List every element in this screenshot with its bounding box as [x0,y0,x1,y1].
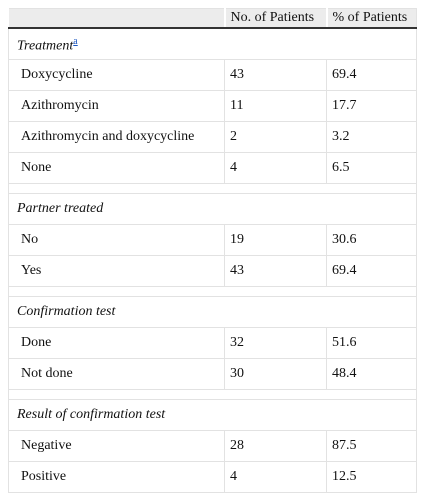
cell-value: 17.7 [326,90,417,122]
cell-value: 4 [224,152,327,184]
row-label: Negative [8,430,225,462]
data-row: Done 32 51.6 [8,327,417,359]
spacer-row [8,389,417,400]
row-label: Not done [8,358,225,390]
header-cell [8,8,225,29]
row-label: Positive [8,461,225,493]
data-row: Yes 43 69.4 [8,255,417,287]
section-title: Confirmation test [17,304,116,319]
cell-value: 30.6 [326,224,417,256]
data-row: Negative 28 87.5 [8,430,417,462]
spacer-row [8,286,417,297]
spacer-cell [8,183,417,194]
header-row: No. of Patients % of Patients [8,8,417,29]
section-row: Confirmation test [8,296,417,328]
data-row: Azithromycin 11 17.7 [8,90,417,122]
row-label: Doxycycline [8,59,225,91]
row-label: No [8,224,225,256]
cell-value: 4 [224,461,327,493]
data-row: No 19 30.6 [8,224,417,256]
data-row: Doxycycline 43 69.4 [8,59,417,91]
footnote-link[interactable]: a [73,35,78,47]
cell-value: 30 [224,358,327,390]
data-row: Positive 4 12.5 [8,461,417,493]
row-label: None [8,152,225,184]
cell-value: 48.4 [326,358,417,390]
header-cell: % of Patients [325,8,417,29]
cell-value: 51.6 [326,327,417,359]
section-cell: Treatmenta [8,27,417,60]
table-container: No. of Patients % of Patients Treatmenta… [8,8,417,493]
cell-value: 2 [224,121,327,153]
cell-value: 43 [224,59,327,91]
section-cell: Confirmation test [8,296,417,328]
cell-value: 3.2 [326,121,417,153]
section-row: Partner treated [8,193,417,225]
row-label: Yes [8,255,225,287]
cell-value: 32 [224,327,327,359]
footnote-ref: a [73,34,77,47]
section-title: Partner treated [17,201,104,216]
data-row: Not done 30 48.4 [8,358,417,390]
section-title: Result of confirmation test [17,407,166,422]
data-row: Azithromycin and doxycycline 2 3.2 [8,121,417,153]
row-label: Done [8,327,225,359]
spacer-cell [8,389,417,400]
cell-value: 12.5 [326,461,417,493]
cell-value: 28 [224,430,327,462]
section-row: Result of confirmation test [8,399,417,431]
data-row: None 4 6.5 [8,152,417,184]
spacer-cell [8,286,417,297]
cell-value: 19 [224,224,327,256]
cell-value: 69.4 [326,255,417,287]
cell-value: 87.5 [326,430,417,462]
cell-value: 43 [224,255,327,287]
section-cell: Partner treated [8,193,417,225]
header-cell: No. of Patients [223,8,327,29]
section-cell: Result of confirmation test [8,399,417,431]
cell-value: 6.5 [326,152,417,184]
cell-value: 11 [224,90,327,122]
table-body: Treatmenta Doxycycline 43 69.4 Azithromycin 1… [8,27,417,493]
row-label: Azithromycin and doxycycline [8,121,225,153]
section-row: Treatmenta [8,27,417,60]
section-title: Treatment [17,38,74,54]
spacer-row [8,183,417,194]
row-label: Azithromycin [8,90,225,122]
data-table: No. of Patients % of Patients Treatmenta… [8,8,417,493]
cell-value: 69.4 [326,59,417,91]
